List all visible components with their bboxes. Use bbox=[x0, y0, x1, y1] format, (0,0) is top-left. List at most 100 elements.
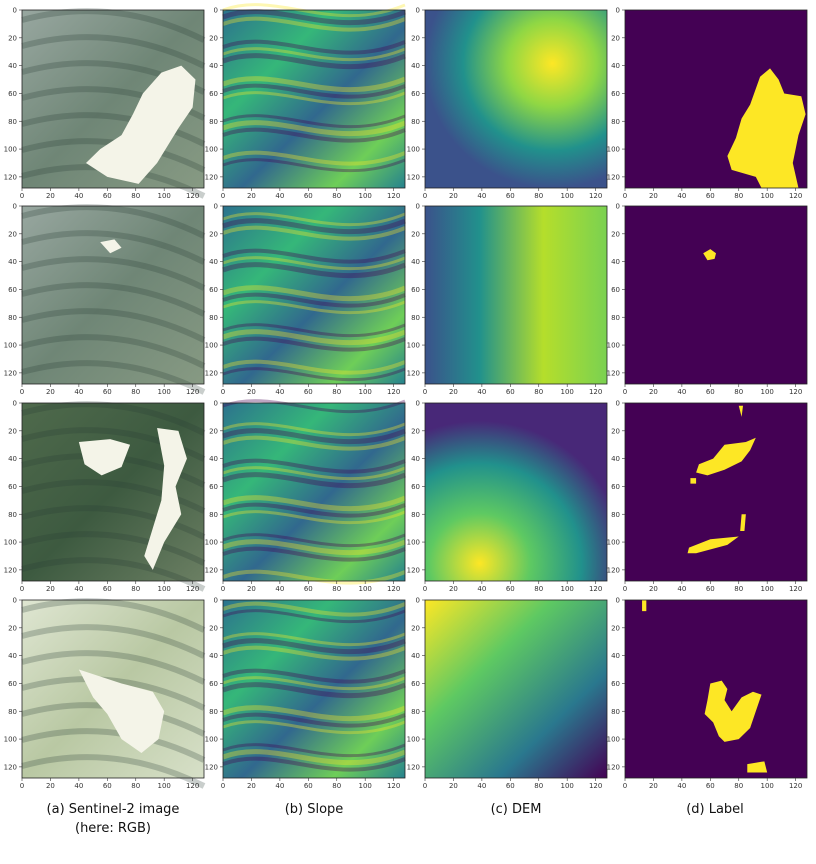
x-tick-label: 0 bbox=[423, 192, 427, 200]
rgb-texture bbox=[21, 308, 206, 343]
slope-texture bbox=[222, 569, 406, 585]
y-tick-label: 0 bbox=[616, 597, 620, 605]
x-tick-label: 60 bbox=[706, 388, 715, 396]
x-tick-label: 60 bbox=[304, 782, 313, 790]
slope-texture bbox=[222, 76, 406, 93]
x-tick-label: 20 bbox=[449, 782, 458, 790]
caption-label-line1: (d) Label bbox=[686, 802, 744, 817]
y-tick-label: 120 bbox=[607, 369, 620, 377]
slope-texture bbox=[222, 546, 406, 562]
panel-label-row2: 0 20 40 60 80 100 120 0 20 40 60 80 100 120 bbox=[607, 203, 808, 396]
x-tick-label: 0 bbox=[623, 388, 627, 396]
y-tick-label: 40 bbox=[8, 62, 17, 70]
rgb-texture bbox=[21, 650, 206, 685]
caption-dem-line1: (c) DEM bbox=[490, 802, 542, 817]
x-tick-label: 40 bbox=[74, 192, 83, 200]
slope-texture bbox=[222, 127, 406, 143]
x-tick-label: 60 bbox=[103, 388, 112, 396]
slope-texture bbox=[222, 83, 406, 99]
panel-frame bbox=[624, 9, 808, 189]
x-tick-label: 100 bbox=[359, 388, 372, 396]
slope-texture bbox=[222, 712, 406, 728]
slope-texture bbox=[222, 323, 406, 338]
y-tick-label: 40 bbox=[611, 455, 620, 463]
y-tick-label: 40 bbox=[209, 455, 218, 463]
slope-texture bbox=[222, 682, 406, 699]
y-tick-label: 20 bbox=[611, 230, 620, 238]
panel-frame bbox=[21, 599, 205, 779]
x-tick-label: 120 bbox=[589, 388, 602, 396]
slope-texture bbox=[222, 705, 406, 722]
x-tick-label: 100 bbox=[761, 388, 774, 396]
y-tick-label: 80 bbox=[209, 314, 218, 322]
x-tick-label: 80 bbox=[131, 585, 140, 593]
y-tick-label: 80 bbox=[411, 118, 420, 126]
x-tick-label: 20 bbox=[46, 192, 55, 200]
x-tick-label: 60 bbox=[304, 192, 313, 200]
y-tick-label: 80 bbox=[8, 511, 17, 519]
slope-texture bbox=[222, 114, 406, 129]
slope-texture bbox=[222, 720, 406, 735]
x-tick-label: 80 bbox=[131, 388, 140, 396]
caption-rgb-line1: (a) Sentinel-2 image bbox=[46, 802, 180, 817]
x-tick-label: 40 bbox=[477, 585, 486, 593]
x-tick-label: 20 bbox=[247, 782, 256, 790]
x-tick-label: 60 bbox=[103, 192, 112, 200]
x-tick-label: 0 bbox=[20, 192, 24, 200]
y-tick-label: 0 bbox=[13, 203, 17, 211]
x-tick-label: 80 bbox=[332, 388, 341, 396]
panel-frame bbox=[424, 205, 608, 385]
y-tick-label: 60 bbox=[209, 483, 218, 491]
y-tick-label: 0 bbox=[616, 203, 620, 211]
x-tick-label: 100 bbox=[561, 192, 574, 200]
panel-dem-row4: 0 20 40 60 80 100 120 0 20 40 60 80 100 120 bbox=[407, 597, 608, 790]
y-tick-label: 60 bbox=[209, 680, 218, 688]
y-tick-label: 60 bbox=[611, 483, 620, 491]
y-tick-label: 0 bbox=[13, 597, 17, 605]
slope-texture bbox=[222, 292, 406, 308]
x-tick-label: 40 bbox=[74, 585, 83, 593]
y-tick-label: 80 bbox=[611, 511, 620, 519]
y-tick-label: 120 bbox=[4, 369, 17, 377]
x-tick-label: 0 bbox=[623, 782, 627, 790]
panel-rgb-row2: 0 20 40 60 80 100 120 0 20 40 60 80 100 120 bbox=[4, 203, 206, 396]
x-tick-label: 40 bbox=[74, 388, 83, 396]
rgb-texture bbox=[21, 401, 206, 436]
y-tick-label: 80 bbox=[611, 708, 620, 716]
panel-rgb-row3: 0 20 40 60 80 100 120 0 20 40 60 80 100 120 bbox=[4, 400, 206, 593]
slope-texture bbox=[222, 749, 406, 766]
y-tick-label: 120 bbox=[407, 173, 420, 181]
x-tick-label: 80 bbox=[131, 782, 140, 790]
panel-rgb-row4: 0 20 40 60 80 100 120 0 20 40 60 80 100 120 bbox=[4, 597, 206, 790]
y-tick-label: 120 bbox=[407, 566, 420, 574]
y-tick-label: 120 bbox=[4, 173, 17, 181]
y-tick-label: 60 bbox=[411, 286, 420, 294]
y-tick-label: 20 bbox=[411, 427, 420, 435]
y-tick-label: 80 bbox=[411, 314, 420, 322]
slope-texture bbox=[222, 510, 406, 525]
slope-texture bbox=[222, 53, 406, 70]
y-tick-label: 40 bbox=[611, 258, 620, 266]
y-tick-label: 0 bbox=[214, 203, 218, 211]
y-tick-label: 20 bbox=[8, 34, 17, 42]
slope-texture bbox=[222, 120, 406, 137]
panel-dem-row1: 0 20 40 60 80 100 120 0 20 40 60 80 100 120 bbox=[407, 7, 608, 200]
x-tick-label: 40 bbox=[477, 388, 486, 396]
dem-image bbox=[425, 206, 607, 384]
y-tick-label: 20 bbox=[611, 427, 620, 435]
y-tick-label: 60 bbox=[411, 90, 420, 98]
slope-texture bbox=[222, 285, 406, 302]
y-tick-label: 20 bbox=[209, 427, 218, 435]
x-tick-label: 100 bbox=[561, 585, 574, 593]
y-tick-label: 40 bbox=[209, 652, 218, 660]
y-tick-label: 100 bbox=[205, 539, 218, 547]
x-tick-label: 0 bbox=[20, 585, 24, 593]
x-tick-label: 0 bbox=[423, 388, 427, 396]
x-tick-label: 40 bbox=[477, 192, 486, 200]
y-tick-label: 20 bbox=[611, 34, 620, 42]
panel-frame bbox=[222, 599, 406, 779]
slope-texture bbox=[222, 466, 406, 481]
x-tick-label: 0 bbox=[221, 782, 225, 790]
y-tick-label: 20 bbox=[209, 34, 218, 42]
